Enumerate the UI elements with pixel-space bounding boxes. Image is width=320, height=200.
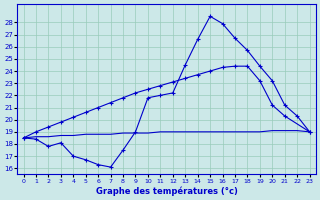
X-axis label: Graphe des températures (°c): Graphe des températures (°c) bbox=[96, 186, 237, 196]
